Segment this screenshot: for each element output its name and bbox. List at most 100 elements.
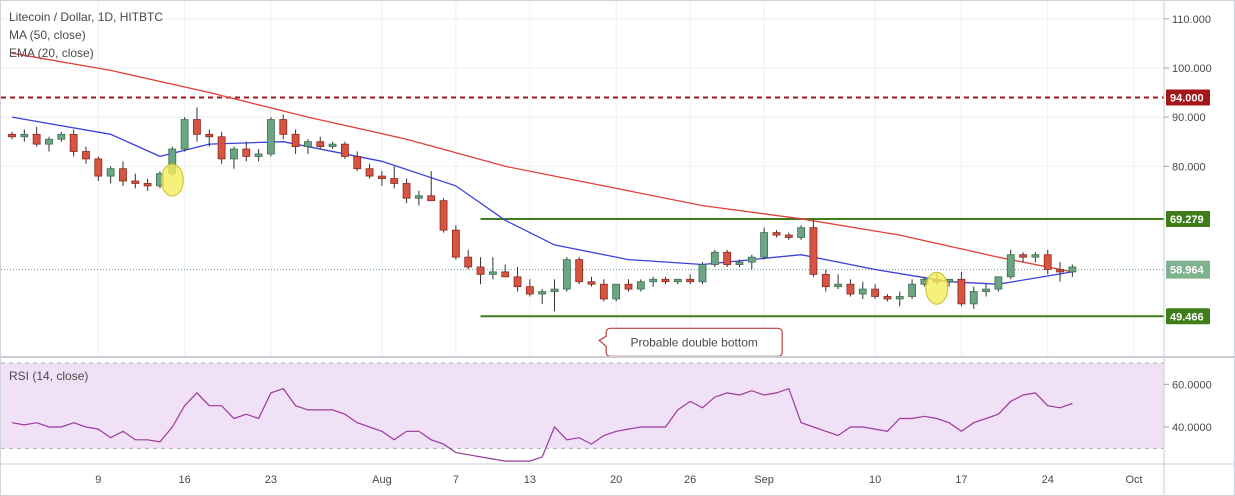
candle bbox=[304, 139, 312, 154]
candle-body bbox=[242, 148, 251, 157]
candle bbox=[624, 279, 633, 292]
candle-body bbox=[106, 168, 115, 177]
candle bbox=[686, 274, 695, 285]
candle bbox=[969, 286, 978, 309]
candle-body bbox=[291, 133, 300, 147]
candle bbox=[982, 284, 990, 297]
candle-body bbox=[57, 133, 66, 140]
rsi-tick-label: 60.0000 bbox=[1172, 379, 1212, 391]
candle bbox=[254, 149, 263, 162]
candle-body bbox=[661, 278, 670, 283]
candle bbox=[316, 136, 325, 150]
candle bbox=[883, 294, 892, 302]
candle-body bbox=[834, 283, 843, 288]
candle bbox=[1006, 249, 1015, 280]
candle bbox=[710, 249, 719, 267]
candle bbox=[760, 227, 769, 260]
candle-body bbox=[180, 119, 189, 150]
candle bbox=[69, 129, 78, 157]
candle bbox=[587, 276, 596, 287]
candle bbox=[1019, 252, 1027, 263]
candle-body bbox=[895, 296, 904, 300]
candle bbox=[193, 107, 201, 142]
candle-body bbox=[686, 278, 695, 283]
candle bbox=[488, 257, 497, 280]
candle bbox=[1056, 262, 1064, 282]
level-badge bbox=[1166, 89, 1210, 106]
candle-body bbox=[562, 259, 571, 290]
candle bbox=[365, 163, 374, 179]
candle-body bbox=[451, 229, 460, 258]
candle bbox=[636, 279, 645, 292]
candle bbox=[1031, 252, 1040, 263]
x-tick-label: Sep bbox=[754, 474, 774, 486]
candle bbox=[1068, 264, 1077, 277]
candle bbox=[513, 267, 522, 292]
candle bbox=[131, 173, 140, 189]
candle bbox=[599, 279, 608, 302]
candle bbox=[94, 156, 103, 181]
candle bbox=[747, 254, 756, 270]
candle-body bbox=[760, 232, 769, 258]
candle-body bbox=[341, 143, 349, 157]
candle-body bbox=[612, 283, 621, 300]
candle-body bbox=[8, 133, 16, 138]
x-tick-label: 9 bbox=[95, 474, 101, 486]
candle-body bbox=[599, 283, 608, 300]
candle-body bbox=[1006, 254, 1015, 278]
candle bbox=[476, 257, 485, 285]
candle bbox=[328, 141, 337, 150]
candle bbox=[279, 114, 288, 140]
level-badge bbox=[1166, 308, 1210, 325]
candle-body bbox=[390, 178, 399, 184]
rsi-band bbox=[1, 363, 1164, 449]
x-tick-label: 7 bbox=[453, 474, 459, 486]
candle-body bbox=[858, 288, 867, 295]
candle bbox=[1043, 249, 1052, 275]
double-bottom-marker bbox=[160, 163, 184, 197]
candle-body bbox=[994, 276, 1003, 290]
candle bbox=[723, 249, 732, 267]
candle bbox=[797, 225, 806, 240]
candle-body bbox=[1019, 254, 1027, 258]
candle-body bbox=[735, 261, 744, 265]
candle-body bbox=[365, 168, 374, 177]
candle-body bbox=[797, 227, 806, 238]
candle-body bbox=[649, 278, 658, 283]
candle bbox=[994, 276, 1003, 292]
candle bbox=[267, 117, 275, 157]
candle bbox=[538, 289, 547, 304]
candle bbox=[550, 279, 559, 312]
chart-title: Litecoin / Dollar, 1D, HITBTC bbox=[9, 10, 163, 24]
candle-body bbox=[119, 168, 127, 182]
candle bbox=[119, 161, 127, 186]
candle-body bbox=[279, 119, 288, 135]
candle bbox=[390, 166, 399, 189]
double-bottom-marker bbox=[925, 271, 949, 305]
candle-body bbox=[772, 232, 781, 236]
candle-body bbox=[316, 141, 325, 148]
candle bbox=[230, 146, 238, 169]
candle-body bbox=[476, 266, 485, 275]
candle bbox=[377, 171, 386, 186]
candle-body bbox=[969, 291, 978, 305]
candle-body bbox=[193, 119, 201, 135]
candle-body bbox=[377, 175, 386, 179]
candle bbox=[143, 178, 152, 191]
candle bbox=[82, 146, 90, 164]
price-tick-label: 80.000 bbox=[1172, 161, 1206, 173]
candle-body bbox=[624, 283, 633, 290]
candle bbox=[501, 264, 510, 278]
x-tick-label: 16 bbox=[178, 474, 190, 486]
candle bbox=[8, 131, 16, 140]
candle-body bbox=[414, 195, 423, 199]
candle-body bbox=[464, 256, 473, 268]
candle-body bbox=[427, 195, 436, 202]
candle bbox=[451, 225, 460, 260]
candle-body bbox=[575, 259, 584, 283]
candle-body bbox=[501, 271, 510, 278]
candle-body bbox=[673, 278, 682, 283]
candle bbox=[957, 271, 966, 307]
